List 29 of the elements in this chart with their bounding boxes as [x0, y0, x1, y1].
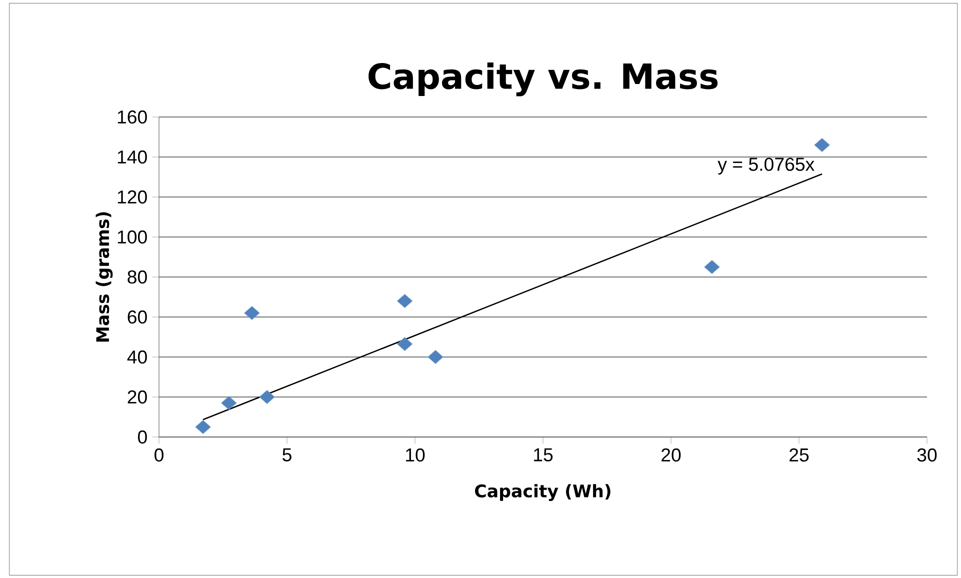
x-tick-label: 10	[406, 448, 425, 462]
x-tick-label: 25	[790, 448, 809, 462]
y-tick-label: 160	[118, 110, 147, 124]
point	[704, 260, 720, 274]
annotation: y = 5.0765x	[718, 158, 814, 175]
y-tick-label: 20	[128, 390, 147, 404]
y-axis-title: Mass (grams)	[96, 212, 113, 342]
point	[396, 294, 413, 308]
point	[221, 396, 237, 410]
x-tick-label: 20	[662, 448, 681, 462]
y-tick-label: 60	[128, 310, 147, 324]
point	[814, 138, 830, 152]
y-tick-label: 0	[138, 430, 147, 444]
point	[396, 337, 413, 351]
x-tick-label: 15	[534, 448, 553, 462]
y-tick-label: 100	[118, 230, 147, 244]
y-tick-label: 80	[128, 270, 147, 284]
y-tick-label: 140	[118, 150, 147, 164]
point	[259, 390, 275, 404]
y-tick-label: 40	[127, 350, 147, 364]
x-tick-label: 0	[154, 448, 164, 462]
point	[244, 306, 260, 320]
x-tick-label: 5	[282, 448, 292, 462]
point	[428, 350, 444, 364]
x-tick-label: 30	[917, 448, 937, 462]
point	[195, 420, 211, 434]
x-axis-title: Capacity (Wh)	[475, 484, 610, 501]
y-tick-label: 120	[118, 190, 147, 204]
chart-title: Capacity vs. Mass	[368, 62, 718, 96]
